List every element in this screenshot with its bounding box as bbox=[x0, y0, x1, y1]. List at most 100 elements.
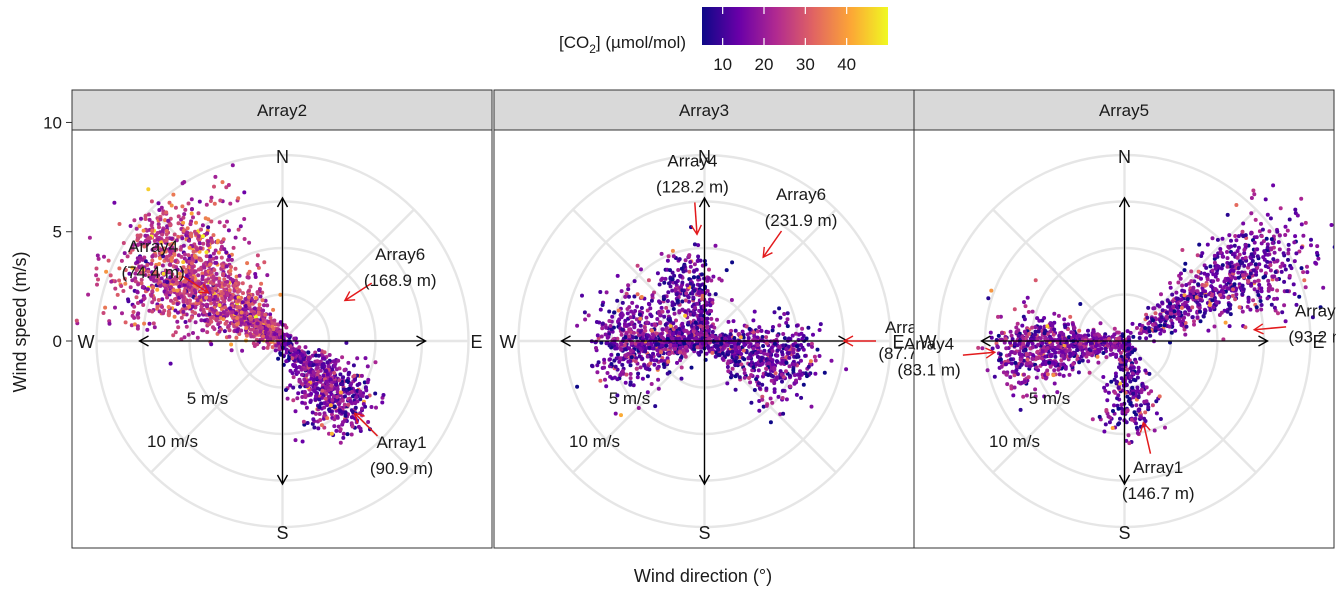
scatter-point bbox=[171, 288, 176, 293]
scatter-point bbox=[355, 399, 360, 404]
scatter-point bbox=[179, 254, 184, 259]
scatter-point bbox=[1198, 309, 1202, 314]
scatter-point bbox=[725, 361, 730, 366]
scatter-point bbox=[791, 350, 796, 355]
scatter-point bbox=[168, 285, 173, 290]
scatter-point bbox=[224, 264, 229, 269]
scatter-point bbox=[260, 311, 265, 316]
scatter-point bbox=[777, 345, 782, 349]
scatter-point bbox=[1068, 351, 1073, 356]
scatter-point bbox=[1030, 325, 1035, 330]
scatter-point bbox=[1050, 348, 1055, 352]
scatter-point bbox=[301, 357, 306, 362]
scatter-point bbox=[373, 360, 378, 365]
scatter-point bbox=[133, 271, 138, 276]
scatter-point bbox=[996, 333, 1001, 338]
scatter-point bbox=[666, 290, 671, 295]
scatter-point bbox=[772, 390, 777, 394]
scatter-point bbox=[613, 346, 618, 351]
scatter-point bbox=[181, 228, 186, 233]
scatter-point bbox=[138, 233, 143, 238]
scatter-point bbox=[659, 350, 663, 355]
scatter-point bbox=[1009, 350, 1014, 354]
scatter-point bbox=[261, 346, 266, 350]
scatter-point bbox=[246, 295, 251, 300]
scatter-point bbox=[253, 272, 258, 276]
scatter-point bbox=[623, 318, 628, 323]
scatter-point bbox=[730, 366, 735, 371]
scatter-point bbox=[214, 271, 219, 276]
scatter-point bbox=[1085, 350, 1090, 355]
compass-label-w: W bbox=[78, 332, 95, 352]
scatter-point bbox=[784, 369, 788, 374]
scatter-point bbox=[680, 280, 685, 285]
scatter-point bbox=[1259, 221, 1263, 226]
scatter-point bbox=[1094, 344, 1098, 349]
scatter-point bbox=[603, 332, 608, 337]
scatter-point bbox=[290, 356, 295, 361]
scatter-point bbox=[1055, 390, 1060, 395]
scatter-point bbox=[212, 201, 217, 206]
scatter-point bbox=[741, 332, 746, 337]
scatter-point bbox=[759, 328, 764, 333]
scatter-point bbox=[677, 257, 682, 262]
polar-spoke bbox=[992, 208, 1126, 342]
annotation-distance: (231.9 m) bbox=[765, 211, 838, 230]
scatter-point bbox=[131, 242, 136, 247]
scatter-point bbox=[242, 237, 247, 241]
scatter-point bbox=[204, 279, 209, 284]
scatter-point bbox=[1081, 352, 1086, 356]
scatter-point bbox=[755, 350, 760, 355]
scatter-point bbox=[362, 380, 367, 385]
scatter-point bbox=[799, 395, 804, 400]
scatter-point bbox=[623, 335, 628, 340]
scatter-point bbox=[1168, 285, 1173, 290]
scatter-point bbox=[582, 310, 587, 315]
scatter-point bbox=[580, 293, 584, 298]
scatter-point bbox=[306, 350, 311, 355]
scatter-point bbox=[704, 351, 709, 356]
scatter-point bbox=[1236, 234, 1241, 239]
scatter-point bbox=[164, 232, 169, 237]
scatter-point bbox=[233, 235, 238, 240]
scatter-point bbox=[164, 256, 169, 261]
scatter-point bbox=[155, 237, 160, 242]
scatter-point bbox=[296, 391, 301, 396]
scatter-point bbox=[598, 290, 603, 294]
scatter-point bbox=[602, 357, 607, 362]
scatter-point bbox=[219, 240, 224, 245]
scatter-point bbox=[1086, 328, 1090, 333]
scatter-point bbox=[1180, 248, 1185, 252]
scatter-point bbox=[651, 346, 656, 351]
scatter-point bbox=[132, 304, 137, 309]
scatter-point bbox=[319, 401, 323, 406]
scatter-point bbox=[266, 323, 271, 328]
scatter-point bbox=[176, 221, 181, 226]
scatter-point bbox=[685, 283, 690, 288]
scatter-point bbox=[649, 382, 654, 386]
scatter-point bbox=[1015, 321, 1020, 326]
scatter-point bbox=[785, 317, 790, 322]
scatter-point bbox=[306, 382, 311, 387]
scatter-point bbox=[682, 351, 687, 356]
scatter-point bbox=[989, 288, 994, 293]
scatter-point bbox=[635, 304, 639, 309]
scatter-point bbox=[670, 270, 675, 275]
scatter-point bbox=[213, 248, 218, 253]
scatter-point bbox=[96, 277, 100, 282]
scatter-point bbox=[1294, 251, 1299, 256]
scatter-point bbox=[300, 372, 304, 377]
scatter-point bbox=[618, 356, 623, 361]
scatter-point bbox=[1301, 270, 1306, 275]
scatter-point bbox=[123, 320, 128, 325]
scatter-point bbox=[1078, 341, 1083, 346]
scatter-point bbox=[173, 330, 178, 335]
scatter-point bbox=[1101, 351, 1106, 355]
scatter-point bbox=[769, 378, 774, 383]
scatter-point bbox=[327, 409, 332, 413]
scatter-point bbox=[240, 348, 245, 353]
scatter-point bbox=[794, 392, 799, 397]
scatter-point bbox=[262, 260, 267, 265]
scatter-point bbox=[1062, 343, 1067, 348]
scatter-point bbox=[160, 228, 165, 233]
